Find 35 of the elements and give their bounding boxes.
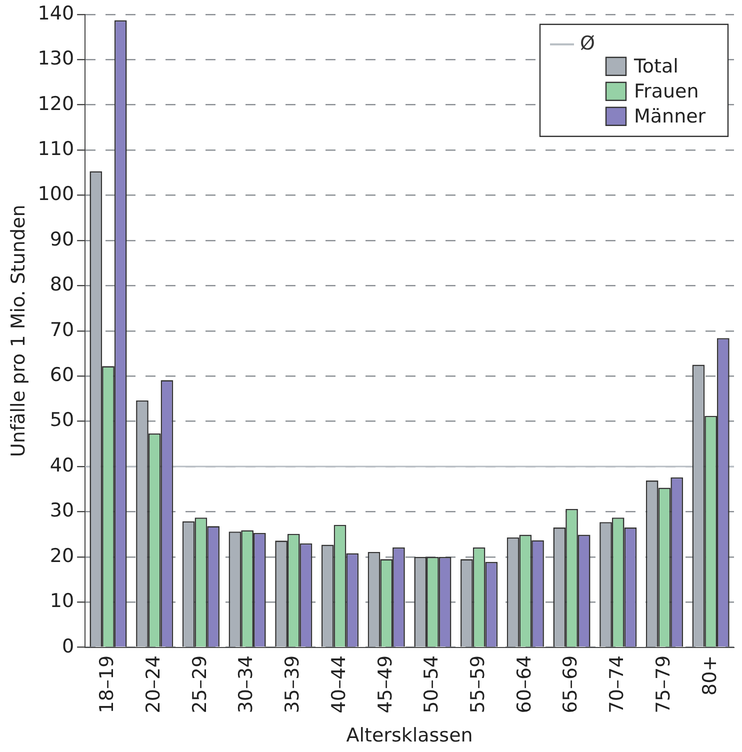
y-tick-label: 10 bbox=[50, 590, 74, 612]
y-tick-label: 50 bbox=[50, 409, 74, 432]
y-tick-label: 20 bbox=[50, 544, 74, 567]
x-tick-label: 55–59 bbox=[467, 655, 489, 714]
legend-label: Männer bbox=[634, 105, 706, 128]
x-tick-label: 18–19 bbox=[96, 655, 118, 714]
y-tick-label: 130 bbox=[38, 48, 74, 70]
legend-label: Total bbox=[633, 55, 678, 78]
x-tick-label: 70–74 bbox=[606, 655, 628, 714]
x-tick-label: 80+ bbox=[698, 655, 721, 696]
y-axis-title: Unfälle pro 1 Mio. Stunden bbox=[7, 204, 30, 457]
y-tick-label: 100 bbox=[38, 183, 74, 206]
y-tick-label: 90 bbox=[50, 228, 74, 250]
y-tick-label: 120 bbox=[38, 92, 74, 115]
x-tick-label: 35–39 bbox=[282, 655, 304, 714]
x-tick-label: 45–49 bbox=[374, 655, 396, 714]
y-tick-label: 140 bbox=[38, 2, 74, 24]
x-tick-label: 75–79 bbox=[652, 655, 674, 714]
y-tick-label: 30 bbox=[50, 500, 74, 522]
x-tick-label: 60–64 bbox=[513, 655, 536, 714]
x-axis-title: Altersklassen bbox=[346, 724, 473, 747]
y-tick-label: 70 bbox=[50, 318, 74, 341]
x-tick-label: 30–34 bbox=[235, 655, 258, 714]
x-tick-label: 25–29 bbox=[188, 655, 211, 714]
y-tick-label: 40 bbox=[50, 454, 74, 476]
y-tick-label: 0 bbox=[62, 635, 74, 658]
x-tick-label: 40–44 bbox=[328, 655, 350, 714]
legend-label: Ø bbox=[580, 32, 595, 54]
x-tick-label: 20–24 bbox=[142, 655, 165, 714]
y-tick-label: 80 bbox=[50, 274, 74, 296]
legend-label: Frauen bbox=[634, 80, 699, 102]
y-tick-label: 110 bbox=[38, 138, 74, 160]
y-tick-label: 60 bbox=[50, 364, 74, 386]
x-tick-label: 65–69 bbox=[560, 655, 582, 714]
x-tick-label: 50–54 bbox=[420, 655, 443, 714]
